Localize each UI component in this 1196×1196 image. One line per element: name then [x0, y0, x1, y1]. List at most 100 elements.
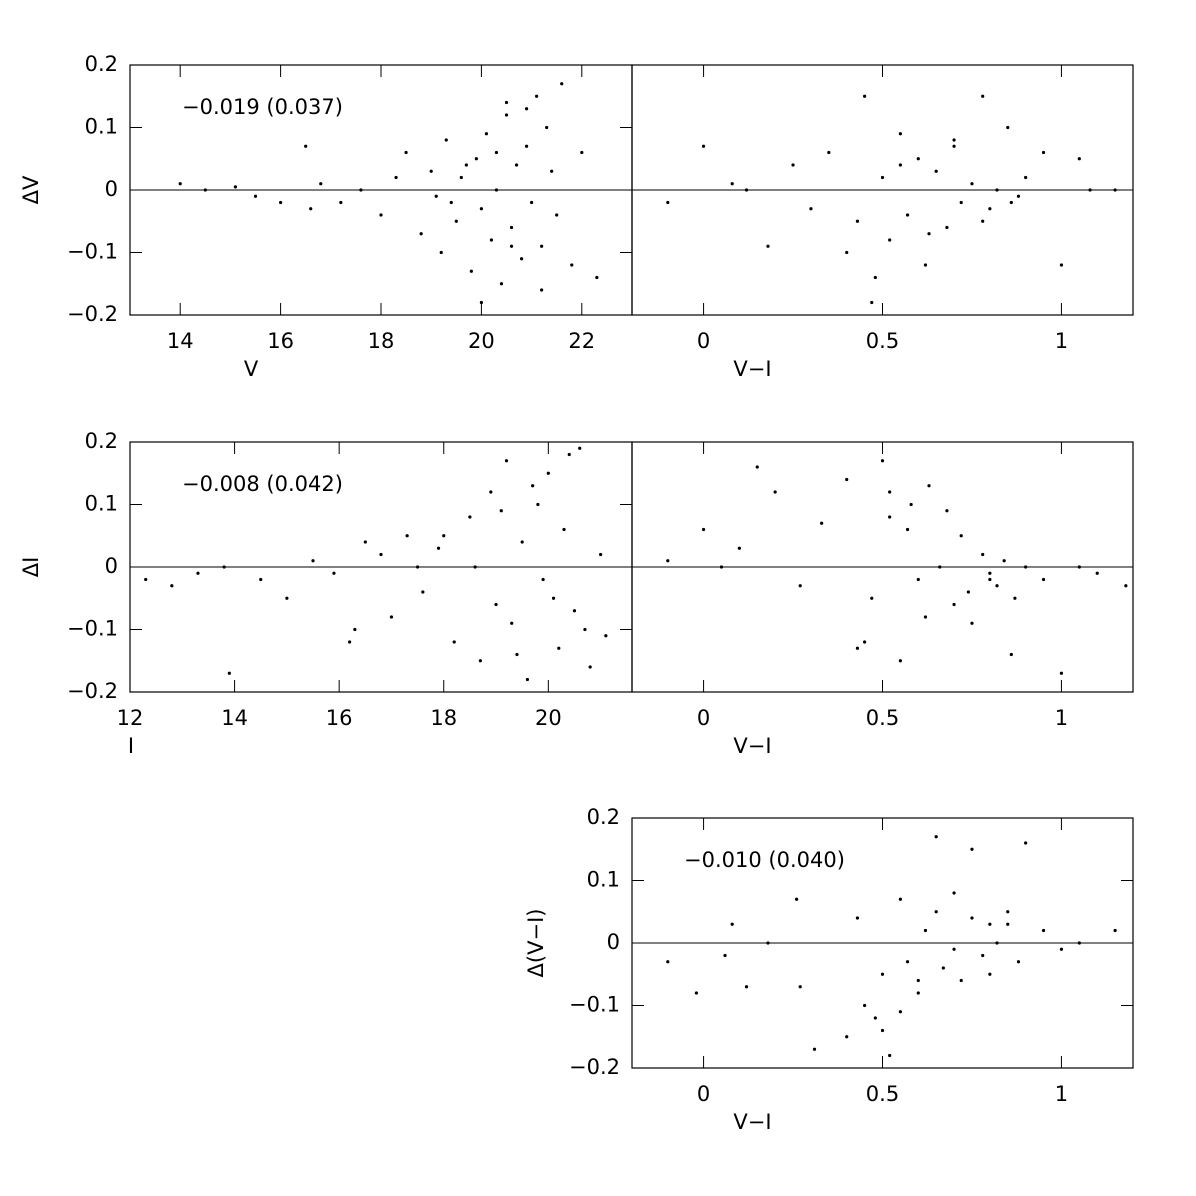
y-tick-label: −0.1 — [569, 993, 620, 1017]
data-point — [791, 163, 795, 167]
y-tick-label: 0.2 — [85, 429, 118, 453]
data-point — [524, 107, 529, 111]
data-point — [583, 627, 587, 632]
data-point — [880, 1028, 885, 1033]
data-point — [888, 515, 892, 519]
data-point — [701, 144, 706, 148]
data-point — [1088, 188, 1092, 192]
data-point — [970, 916, 974, 920]
data-point — [995, 188, 999, 192]
data-point — [927, 484, 931, 488]
y-tick-label: −0.1 — [67, 240, 118, 264]
data-point — [766, 244, 770, 248]
data-point — [773, 490, 777, 494]
data-point — [666, 960, 670, 964]
data-point — [546, 471, 550, 475]
data-point — [436, 546, 441, 550]
data-point — [419, 232, 423, 236]
data-point — [541, 577, 545, 582]
y-tick-label: 0.2 — [587, 805, 620, 829]
data-point — [379, 552, 383, 557]
y-tick-label: 0 — [607, 930, 620, 954]
data-point — [429, 169, 433, 173]
data-point — [535, 94, 539, 98]
data-point — [744, 985, 749, 989]
data-point — [966, 590, 970, 594]
data-point — [923, 928, 928, 933]
data-point — [701, 527, 706, 532]
data-point — [1124, 584, 1128, 588]
data-point — [222, 565, 226, 569]
data-point — [934, 169, 938, 173]
data-point — [909, 502, 913, 507]
data-point — [469, 269, 473, 273]
data-point — [952, 947, 956, 951]
data-point — [536, 502, 540, 507]
x-tick-label: 18 — [430, 706, 457, 730]
data-point — [905, 960, 910, 964]
data-point — [970, 847, 974, 851]
data-point — [509, 225, 514, 230]
data-point — [995, 941, 999, 945]
data-point — [988, 571, 992, 575]
data-point — [941, 966, 945, 970]
data-point — [319, 182, 323, 186]
x-tick-label: 14 — [221, 706, 248, 730]
data-point — [1095, 571, 1099, 575]
data-point — [1024, 565, 1028, 569]
data-point — [1041, 928, 1046, 933]
data-point — [845, 477, 849, 482]
data-point — [988, 207, 992, 211]
data-point — [916, 991, 920, 995]
data-point — [916, 577, 920, 582]
data-point — [916, 157, 920, 161]
data-point — [363, 540, 367, 544]
data-point — [359, 188, 363, 192]
data-point — [309, 207, 313, 211]
data-point — [509, 244, 514, 248]
data-point — [730, 922, 734, 926]
data-point — [444, 138, 448, 142]
x-tick-label: 0.5 — [866, 706, 899, 730]
y-tick-label: 0.1 — [85, 115, 118, 139]
data-point — [898, 132, 902, 136]
data-point — [795, 897, 799, 901]
data-point — [285, 596, 289, 600]
data-point — [812, 1047, 817, 1051]
data-point — [379, 213, 383, 217]
data-point — [1006, 125, 1010, 130]
data-point — [905, 213, 910, 217]
y-tick-label: −0.2 — [67, 302, 118, 326]
data-point — [719, 565, 724, 569]
data-point — [1013, 596, 1017, 600]
data-point — [504, 113, 509, 117]
data-point — [952, 138, 956, 142]
y-tick-label: 0.1 — [85, 492, 118, 516]
data-point — [578, 446, 582, 450]
data-point — [1009, 200, 1013, 205]
data-point — [473, 565, 477, 569]
data-point — [599, 552, 603, 557]
data-point — [945, 509, 949, 513]
data-point — [545, 125, 549, 130]
data-point — [1077, 157, 1081, 161]
data-point — [959, 534, 963, 538]
data-point — [468, 515, 472, 519]
data-point — [1006, 922, 1010, 926]
data-point — [452, 640, 456, 644]
data-point — [694, 991, 699, 995]
x-tick-label: 22 — [568, 329, 595, 353]
data-point — [730, 182, 734, 186]
data-point — [1016, 960, 1021, 964]
data-point — [540, 288, 544, 292]
data-point — [880, 175, 885, 180]
data-point — [927, 232, 931, 236]
x-tick-label: 16 — [326, 706, 353, 730]
data-point — [952, 144, 956, 148]
data-point — [934, 910, 938, 914]
data-point — [873, 1016, 877, 1020]
y-tick-label: 0.1 — [587, 868, 620, 892]
data-point — [494, 150, 499, 155]
data-point — [203, 188, 207, 192]
data-point — [898, 1010, 902, 1014]
